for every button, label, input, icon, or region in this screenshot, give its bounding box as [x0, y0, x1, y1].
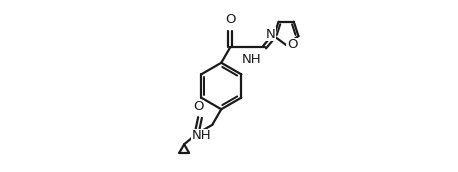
Text: O: O: [287, 39, 298, 51]
Text: NH: NH: [242, 53, 262, 66]
Text: NH: NH: [192, 129, 212, 142]
Text: N: N: [266, 28, 275, 41]
Text: O: O: [225, 13, 235, 26]
Text: O: O: [193, 100, 203, 113]
